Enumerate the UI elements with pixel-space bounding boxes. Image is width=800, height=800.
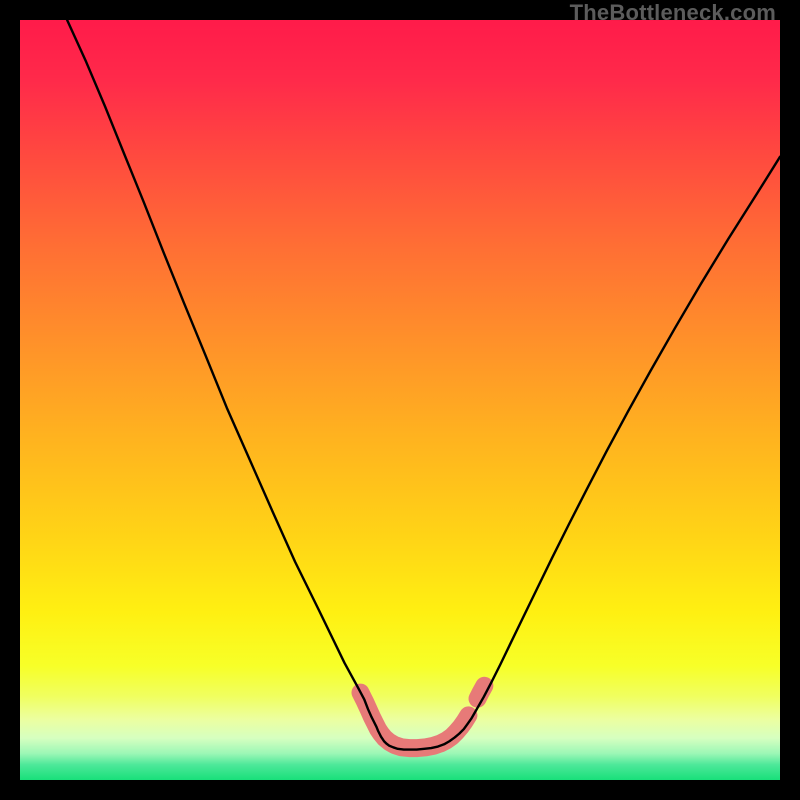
watermark-text: TheBottleneck.com (570, 0, 776, 26)
curve-layer (20, 20, 780, 780)
chart-container: { "canvas": { "width": 800, "height": 80… (0, 0, 800, 800)
overlay-marks (360, 686, 484, 748)
plot-area (20, 20, 780, 780)
bottleneck-curve (67, 20, 780, 750)
